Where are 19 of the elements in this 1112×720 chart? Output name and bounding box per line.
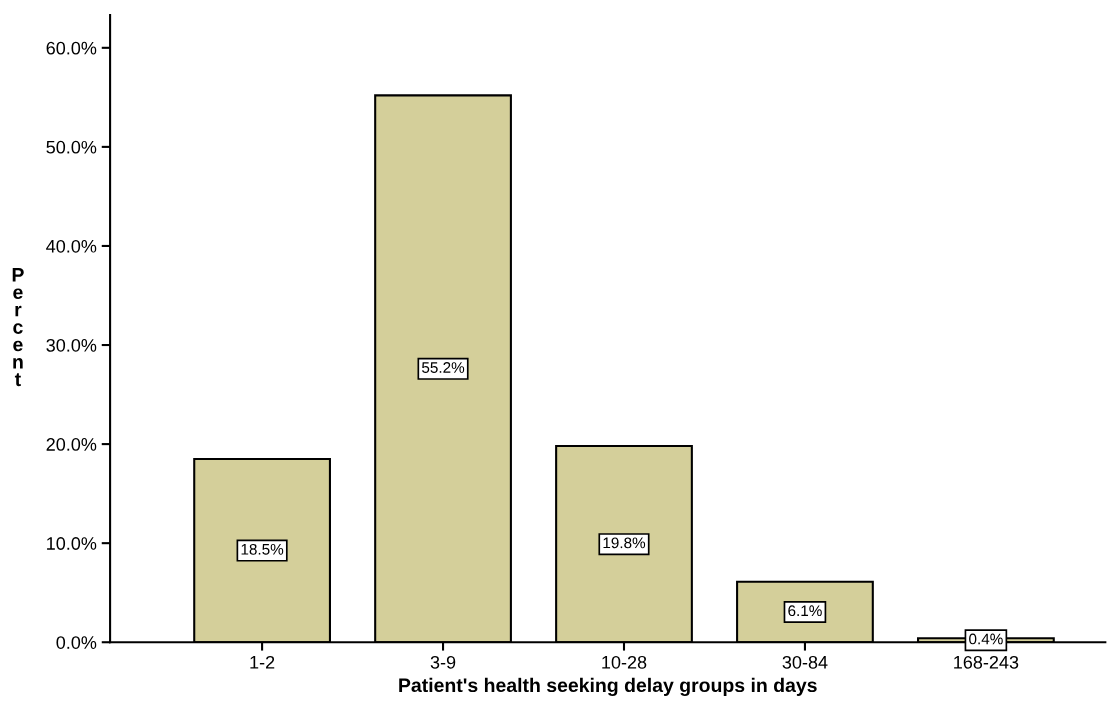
data-label: 55.2% — [421, 362, 465, 373]
y-axis-title: Percent — [12, 268, 24, 387]
data-label: 6.1% — [788, 605, 822, 617]
y-tick-label: 20.0% — [46, 438, 97, 451]
y-tick-label: 0.0% — [56, 636, 97, 649]
data-label: 18.5% — [241, 543, 284, 555]
x-tick-label: 30-84 — [782, 655, 828, 669]
data-label: 0.4% — [969, 633, 1003, 645]
y-tick-label: 30.0% — [46, 338, 97, 352]
y-tick-label: 60.0% — [46, 41, 97, 55]
x-axis-title: Patient's health seeking delay groups in days — [399, 677, 817, 697]
x-tick-label: 1-2 — [250, 655, 275, 669]
data-label: 19.8% — [603, 537, 646, 549]
x-tick-label: 10-28 — [602, 655, 647, 669]
y-tick-label: 10.0% — [47, 537, 97, 550]
x-tick-label: 168-243 — [954, 655, 1019, 669]
y-tick-label: 50.0% — [46, 140, 97, 154]
x-tick-label: 3-9 — [430, 655, 456, 669]
y-tick-label: 40.0% — [46, 239, 97, 253]
